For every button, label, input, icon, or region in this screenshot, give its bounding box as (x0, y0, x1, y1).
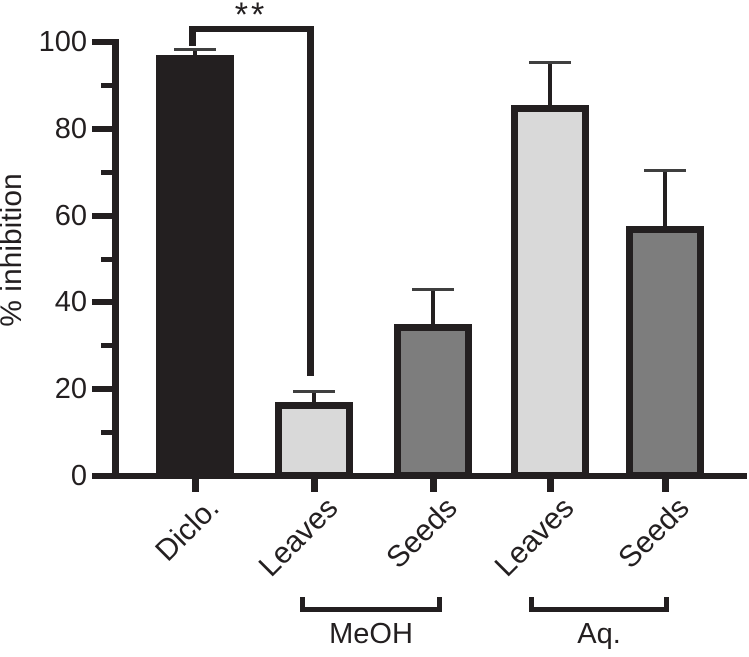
y-axis-title: % inhibition (0, 173, 28, 326)
y-axis-major-tick (92, 212, 112, 219)
x-axis-tick-leaves-1 (310, 479, 318, 492)
group-label-meoh: MeOH (329, 618, 413, 650)
bar-leaves-1 (275, 402, 353, 479)
y-axis-minor-tick (101, 343, 112, 349)
significance-bracket-left-tick (189, 26, 196, 46)
x-axis-tick-leaves-3 (546, 479, 554, 492)
y-axis-major-tick (92, 39, 112, 45)
x-category-label-seeds-2: Seeds (380, 491, 464, 575)
x-axis-tick-seeds-2 (429, 479, 437, 492)
bar-diclo-0 (156, 55, 234, 479)
y-axis-tick-label: 20 (54, 373, 87, 406)
significance-bracket-horizontal (189, 26, 314, 32)
x-axis-tick-diclo-0 (191, 479, 199, 492)
y-axis-minor-tick (101, 169, 112, 175)
bar-leaves-3 (511, 104, 589, 479)
y-axis-minor-tick (101, 256, 112, 262)
error-bar-whisker-seeds-4 (663, 170, 667, 233)
y-axis-minor-tick (101, 430, 112, 436)
significance-stars: ** (234, 0, 268, 34)
y-axis-major-tick (92, 125, 112, 132)
y-axis-major-tick (92, 473, 112, 479)
error-bar-cap-leaves-1 (293, 390, 335, 394)
error-bar-whisker-seeds-2 (431, 289, 435, 331)
x-category-label-leaves-1: Leaves (252, 491, 345, 584)
group-label-aq: Aq. (577, 618, 621, 650)
error-bar-whisker-diclo-0 (193, 48, 197, 61)
error-bar-whisker-leaves-1 (312, 391, 316, 409)
y-axis-minor-tick (101, 82, 112, 88)
y-axis-tick-label: 60 (54, 199, 87, 232)
x-category-label-leaves-3: Leaves (488, 491, 581, 584)
error-bar-whisker-leaves-3 (548, 61, 552, 111)
error-bar-cap-seeds-4 (644, 169, 686, 173)
bar-seeds-2 (394, 324, 472, 479)
x-axis-tick-seeds-4 (661, 479, 669, 492)
error-bar-cap-leaves-3 (529, 60, 571, 64)
x-category-label-seeds-4: Seeds (612, 491, 696, 575)
x-category-label-diclo-0: Diclo. (149, 491, 226, 568)
y-axis-major-tick (92, 386, 112, 393)
group-bracket-meoh (300, 597, 442, 612)
significance-bracket-right-drop (307, 26, 314, 376)
y-axis-tick-label: 100 (38, 26, 87, 58)
group-bracket-aq (529, 597, 669, 612)
y-axis-tick-label: 40 (54, 286, 87, 319)
error-bar-cap-diclo-0 (174, 47, 216, 51)
y-axis-major-tick (92, 299, 112, 306)
bar-seeds-4 (626, 226, 704, 479)
y-axis-line (112, 39, 119, 479)
y-axis-tick-label: 80 (54, 112, 87, 145)
error-bar-cap-seeds-2 (412, 288, 454, 292)
y-axis-tick-label: 0 (70, 460, 87, 492)
